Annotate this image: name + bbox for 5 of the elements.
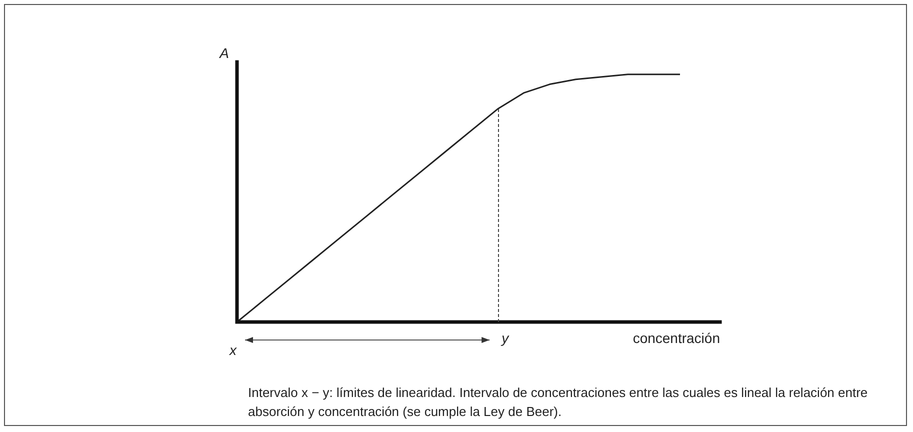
text: y (500, 330, 510, 346)
x-axis-title: concentración (632, 330, 720, 346)
text: x (228, 342, 238, 358)
y-axis-title: A (218, 44, 229, 61)
text: Intervalo x − y: límites de linearidad. Intervalo de concentraciones entre las cuales es lineal la relación entre absorción y concentración (se cumple la Ley de Beer). (248, 384, 869, 421)
